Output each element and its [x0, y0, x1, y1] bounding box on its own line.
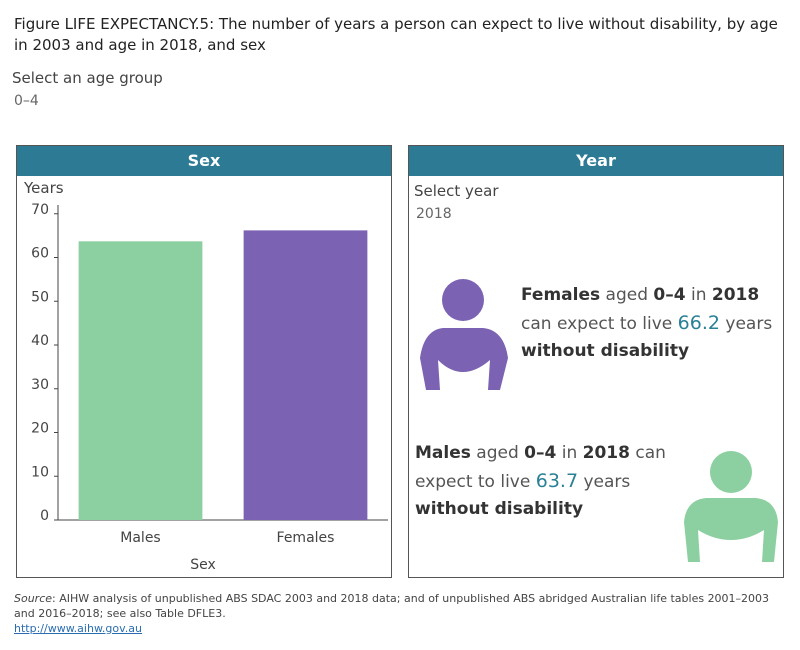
title: Figure LIFE EXPECTANCY.5: The number of … — [14, 15, 778, 54]
icon-body — [420, 328, 508, 390]
y-tick-label: 30 — [31, 377, 49, 393]
callout-text: expect to live — [415, 471, 536, 492]
callout-text: in — [556, 443, 583, 463]
filter-label: Select an age group — [12, 69, 163, 87]
callout-text: aged — [470, 443, 525, 463]
callout-text: years — [578, 471, 631, 492]
source: Source: AIHW analysis of unpublished ABS… — [14, 591, 774, 636]
callout-text: Females — [521, 285, 601, 305]
callout-text: Males — [415, 443, 471, 463]
x-axis-title: Sex — [190, 557, 216, 573]
y-axis-title: Years — [23, 179, 64, 197]
panel-header: Year — [409, 146, 783, 176]
male-icon — [684, 451, 778, 562]
callout-text: 2018 — [582, 443, 630, 463]
callout-text: 0–4 — [653, 285, 686, 305]
y-tick-label: 10 — [31, 464, 49, 480]
x-tick-label: Females — [277, 530, 335, 546]
y-tick-label: 40 — [31, 333, 49, 349]
y-tick-label: 0 — [40, 508, 49, 524]
callout-text: without disability — [415, 499, 584, 519]
male-callout: Males aged 0–4 in 2018 can expect to liv… — [415, 440, 666, 524]
female-icon — [420, 279, 508, 390]
icon-head — [442, 279, 484, 321]
x-tick-label: Males — [120, 530, 160, 546]
callout-text: can expect to live — [521, 313, 678, 334]
panel-header: Sex — [17, 146, 391, 176]
sex-panel: Sex — [16, 145, 392, 578]
callout-text: can — [629, 443, 666, 463]
callout-text: without disability — [521, 341, 690, 361]
filter-label: Select year — [414, 182, 499, 200]
source-text: : AIHW analysis of unpublished ABS SDAC … — [14, 592, 770, 620]
callout-text: 2018 — [711, 285, 760, 305]
callout-value: 63.7 — [535, 469, 579, 492]
source-label: Source — [14, 592, 53, 605]
bar — [78, 241, 203, 520]
bar — [243, 230, 368, 520]
chart: Years 0 10 20 30 40 50 60 70 Males Females Sex — [23, 179, 388, 573]
female-callout: Females aged 0–4 in 2018 can expect to l… — [521, 282, 772, 366]
icon-head — [710, 451, 752, 493]
source-link[interactable]: http://www.aihw.gov.au — [14, 622, 143, 635]
y-tick-label: 20 — [31, 421, 49, 437]
y-tick-label: 60 — [31, 246, 49, 262]
callout-text: in — [685, 285, 712, 305]
filter-value[interactable]: 2018 — [416, 206, 452, 222]
callout-text: 0–4 — [524, 443, 557, 463]
y-tick-label: 50 — [31, 289, 49, 305]
filter-value[interactable]: 0–4 — [14, 93, 39, 109]
icon-body — [684, 498, 778, 562]
callout-text: years — [719, 313, 773, 334]
y-tick-label: 70 — [31, 202, 49, 218]
callout-value: 66.2 — [677, 311, 720, 334]
callout-text: aged — [600, 285, 654, 305]
year-panel: Year — [408, 145, 784, 578]
